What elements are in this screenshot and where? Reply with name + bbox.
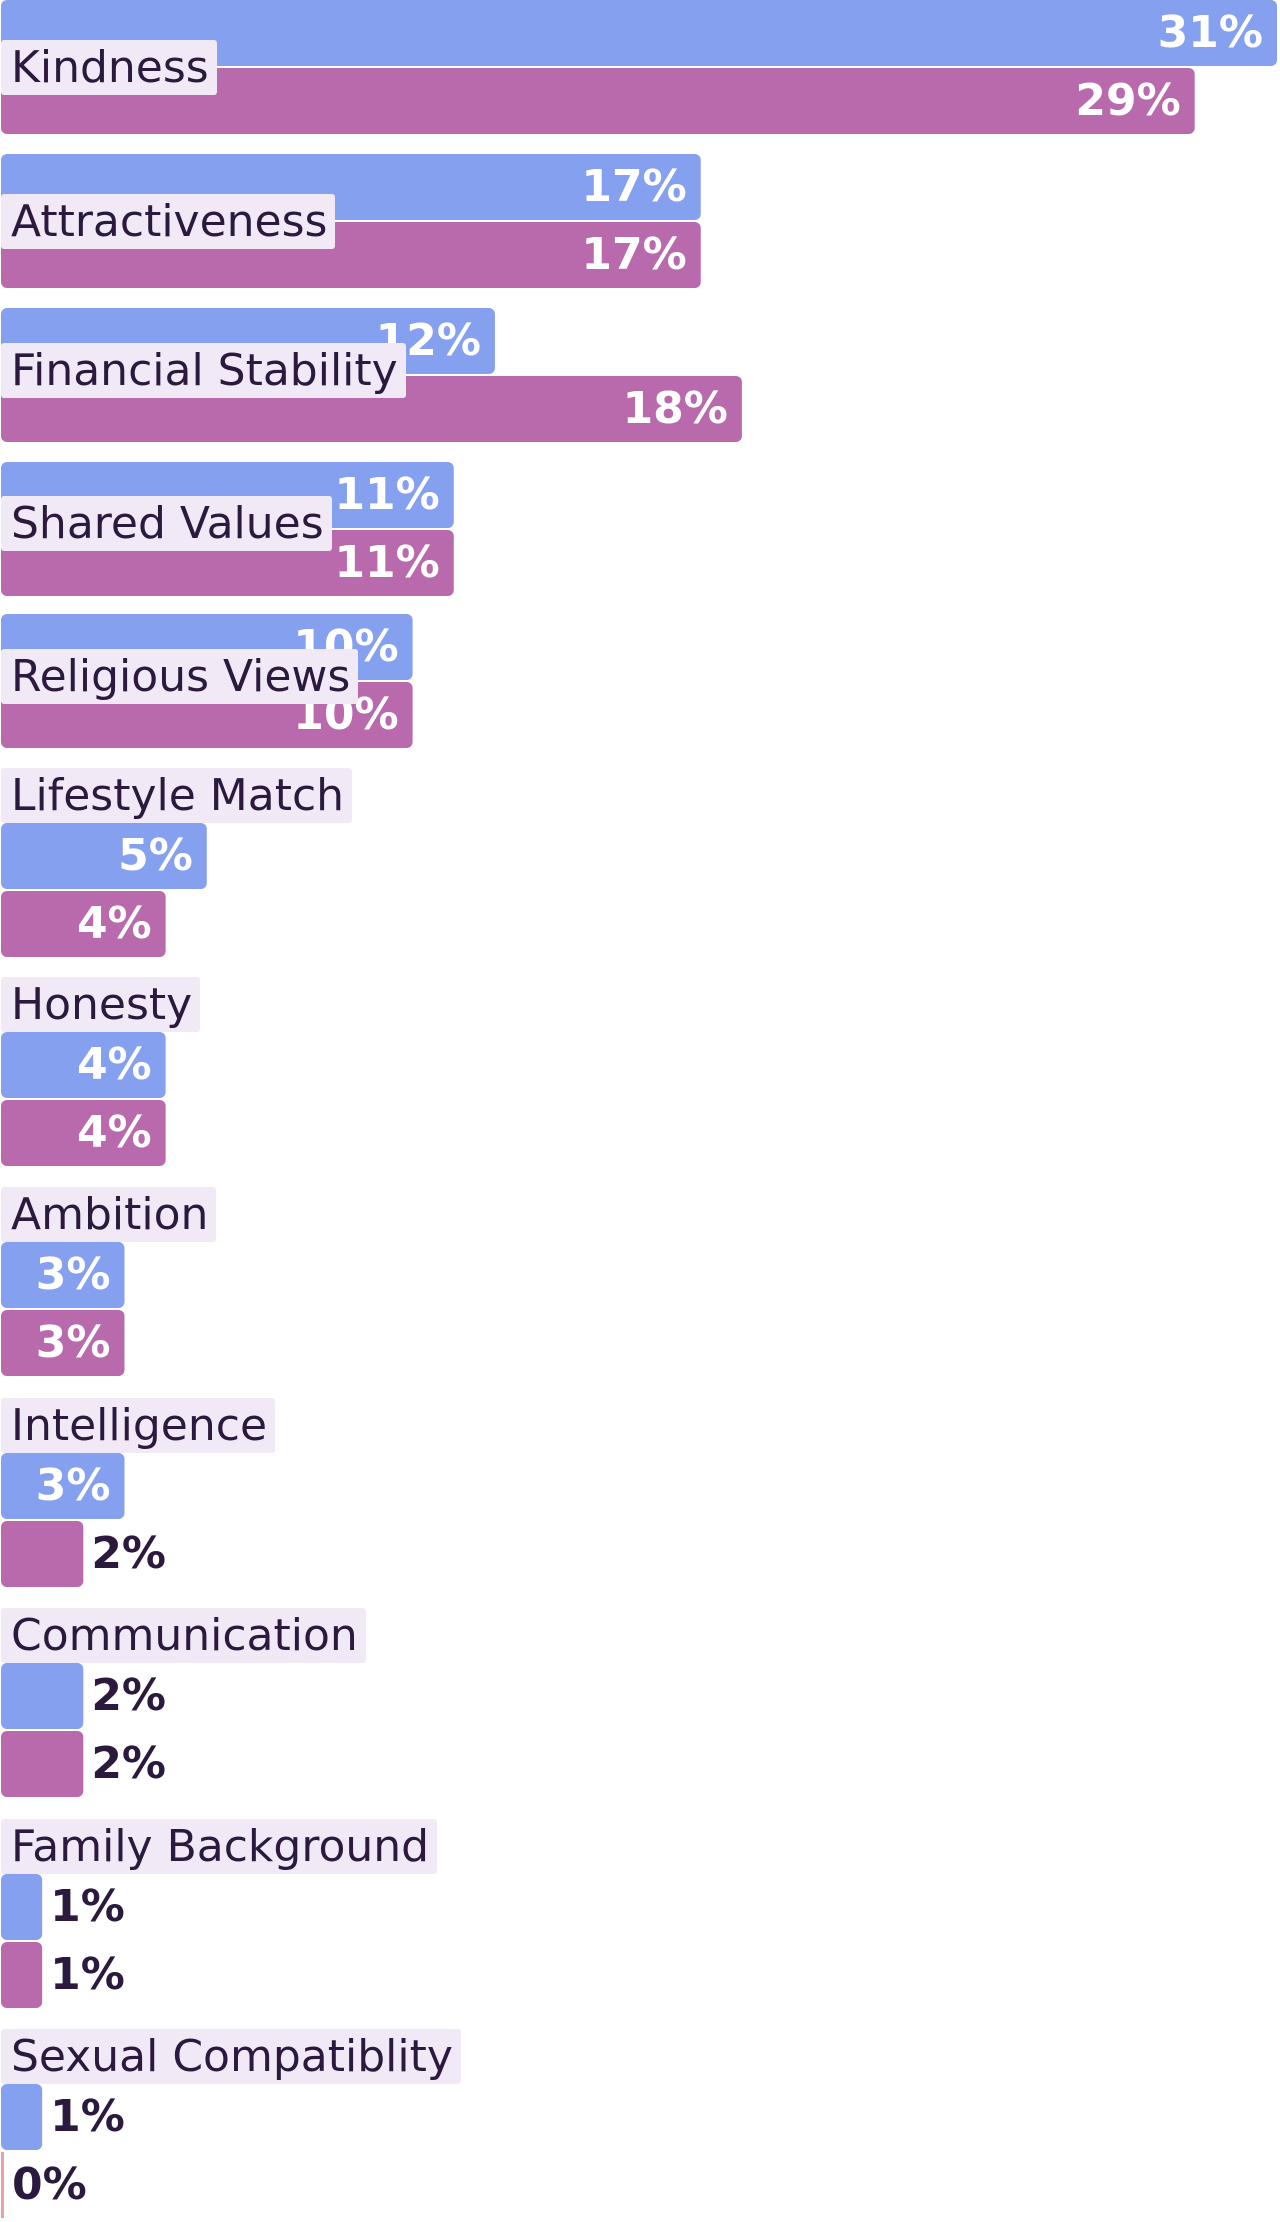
data-label: 3% [35,1317,111,1368]
data-label: 17% [581,229,687,280]
bar-series1-7 [1,1242,125,1308]
data-label: 2% [91,1528,167,1579]
bar-series2-6 [1,1100,166,1166]
bar-series1-8 [1,1453,125,1519]
category-label: Financial Stability [1,343,406,398]
data-label: 11% [334,537,440,588]
category-label: Attractiveness [1,194,336,249]
bar-series1-6 [1,1032,166,1098]
bar-series2-9 [1,1731,84,1797]
bar-series1-11 [1,2084,43,2150]
category-label: Ambition [1,1187,217,1242]
data-label: 29% [1075,75,1181,126]
bar-series1-0 [1,0,1277,66]
data-label: 1% [50,1881,125,1932]
data-label: 3% [35,1460,111,1511]
category-label: Communication [1,1608,366,1663]
data-label: 4% [76,1107,152,1158]
data-label: 3% [35,1249,111,1300]
category-label: Family Background [1,1819,438,1874]
category-label: Honesty [1,977,201,1032]
data-label: 17% [581,161,687,212]
category-label: Religious Views [1,649,359,704]
data-label: 11% [334,469,440,520]
data-label: 4% [76,1039,152,1090]
data-label: 31% [1157,7,1263,58]
bar-series1-5 [1,823,207,889]
data-label: 1% [50,1949,125,2000]
bar-series2-11 [1,2152,4,2218]
data-label: 1% [50,2091,125,2142]
bar-series2-8 [1,1521,84,1587]
bar-series2-0 [1,68,1195,134]
data-label: 2% [91,1670,167,1721]
category-label: Sexual Compatiblity [1,2029,461,2084]
data-label: 18% [622,383,728,434]
data-label: 0% [12,2159,87,2210]
category-label: Shared Values [1,496,332,551]
bar-series2-7 [1,1310,125,1376]
bar-series2-10 [1,1942,43,2008]
bar-series1-9 [1,1663,84,1729]
bar-series1-10 [1,1874,43,1940]
bar-series2-5 [1,891,166,957]
data-label: 2% [91,1738,167,1789]
category-label: Kindness [1,40,217,95]
category-label: Lifestyle Match [1,768,353,823]
data-label: 4% [76,898,152,949]
data-label: 5% [118,830,193,881]
category-label: Intelligence [1,1398,276,1453]
